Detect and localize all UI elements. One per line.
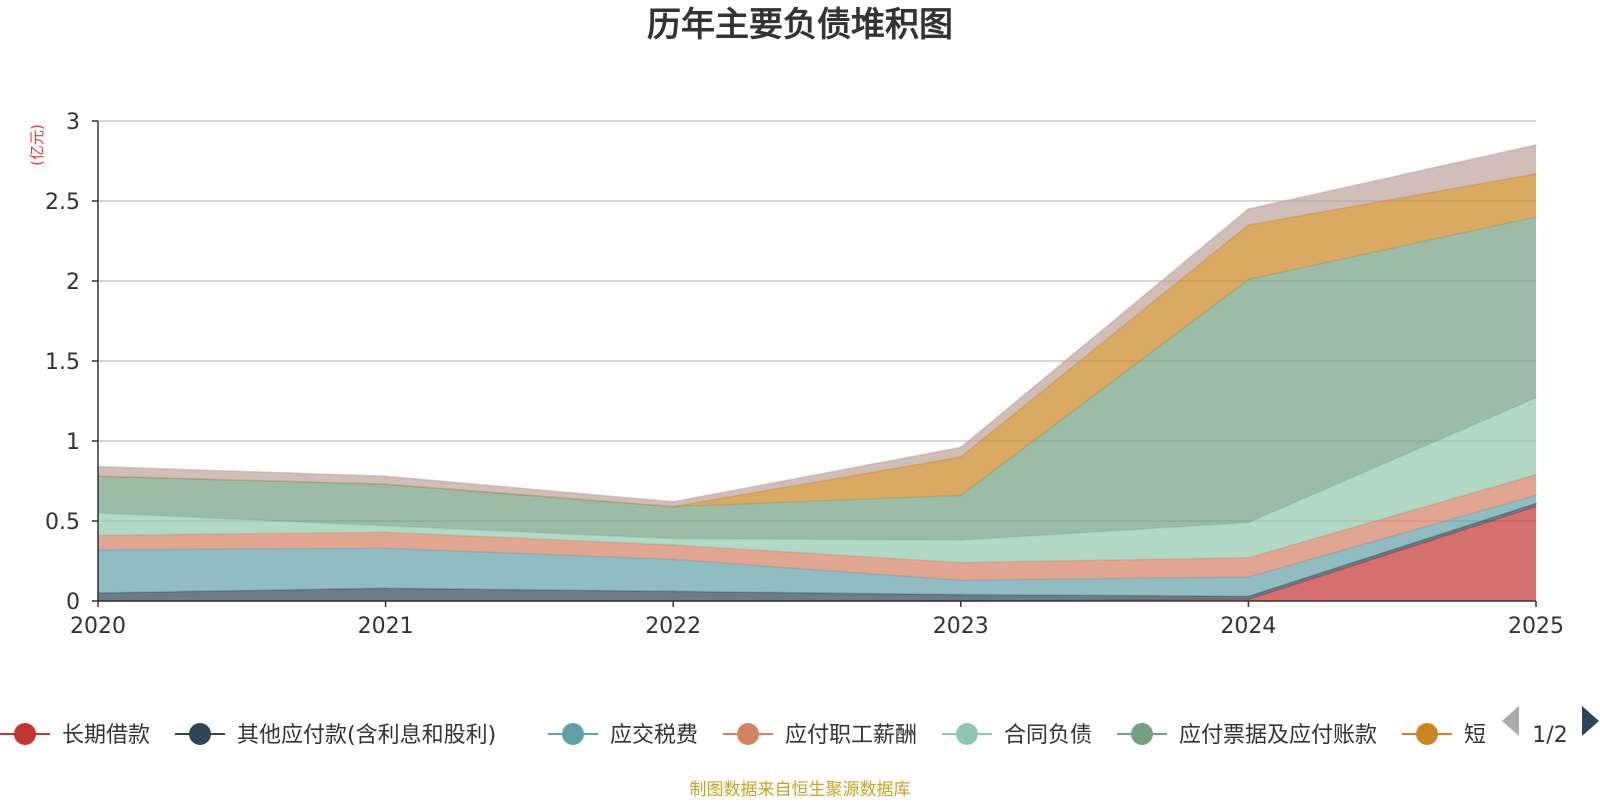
legend-item[interactable]: 应付职工薪酬: [723, 723, 917, 748]
area-top-line: [97, 397, 1537, 541]
legend-item[interactable]: 短: [1402, 723, 1486, 748]
data-point: [1535, 144, 1537, 146]
legend-label: 应付职工薪酬: [785, 723, 917, 748]
legend-circle-icon: [956, 723, 978, 745]
y-tick-label: 2: [66, 270, 80, 295]
area-series: [97, 144, 1537, 602]
y-tick-label: 3: [66, 110, 80, 135]
area-band: [98, 173, 1536, 507]
legend-label: 其他应付款(含利息和股利): [237, 723, 496, 748]
legend-label: 应交税费: [610, 723, 698, 748]
y-tick-label: 0.5: [45, 510, 80, 535]
data-point: [960, 446, 962, 449]
area-band: [98, 474, 1536, 581]
area-band: [98, 506, 1536, 601]
y-tick-label: 1: [66, 430, 80, 455]
data-point: [384, 475, 387, 478]
legend-label: 应付票据及应付账款: [1179, 723, 1377, 748]
y-tick-label: 1.5: [45, 350, 80, 375]
legend-page-indicator: 1/2: [1532, 723, 1567, 748]
y-axis-unit-label: (亿元): [28, 124, 46, 166]
legend-circle-icon: [737, 723, 759, 745]
legend-label: 合同负债: [1004, 723, 1092, 748]
x-tick-label: 2021: [358, 614, 414, 639]
x-tick-label: 2025: [1508, 614, 1564, 639]
y-tick-label: 0: [66, 590, 80, 615]
legend-circle-icon: [14, 723, 36, 745]
axes: 0 0.5 1 1.5 2 2.5 3 2020 2021 2022 2023 2024 2025: [45, 110, 1564, 639]
legend-item[interactable]: 应付票据及应付账款: [1117, 723, 1377, 748]
y-tick-label: 2.5: [45, 190, 80, 215]
chart-title: 历年主要负债堆积图: [647, 5, 953, 45]
area-top-line: [97, 144, 1537, 503]
data-source-footer: 制图数据来自恒生聚源数据库: [690, 780, 911, 800]
legend-label: 长期借款: [62, 723, 150, 748]
legend-circle-icon: [562, 723, 584, 745]
legend-item[interactable]: 其他应付款(含利息和股利): [175, 723, 496, 748]
legend-circle-icon: [189, 723, 211, 745]
legend-item[interactable]: 合同负债: [942, 723, 1092, 748]
legend-item[interactable]: 长期借款: [0, 723, 150, 748]
area-band: [98, 495, 1536, 597]
area-band: [98, 217, 1536, 541]
x-tick-label: 2024: [1220, 614, 1276, 639]
legend-prev-icon[interactable]: [1502, 706, 1519, 736]
data-point: [1247, 208, 1250, 210]
x-tick-label: 2023: [933, 614, 989, 639]
legend-circle-icon: [1416, 723, 1438, 745]
x-tick-label: 2022: [645, 614, 701, 639]
legend-label: 短: [1464, 723, 1486, 748]
data-point: [672, 501, 674, 503]
legend-next-icon[interactable]: [1582, 706, 1599, 736]
legend-circle-icon: [1131, 723, 1153, 745]
x-tick-label: 2020: [70, 614, 126, 639]
legend-item[interactable]: 应交税费: [548, 723, 698, 748]
area-band: [98, 145, 1536, 507]
legend: 长期借款 其他应付款(含利息和股利) 应交税费 应付职工薪酬 合同负债 应付票据及应付账款…: [0, 706, 1599, 748]
